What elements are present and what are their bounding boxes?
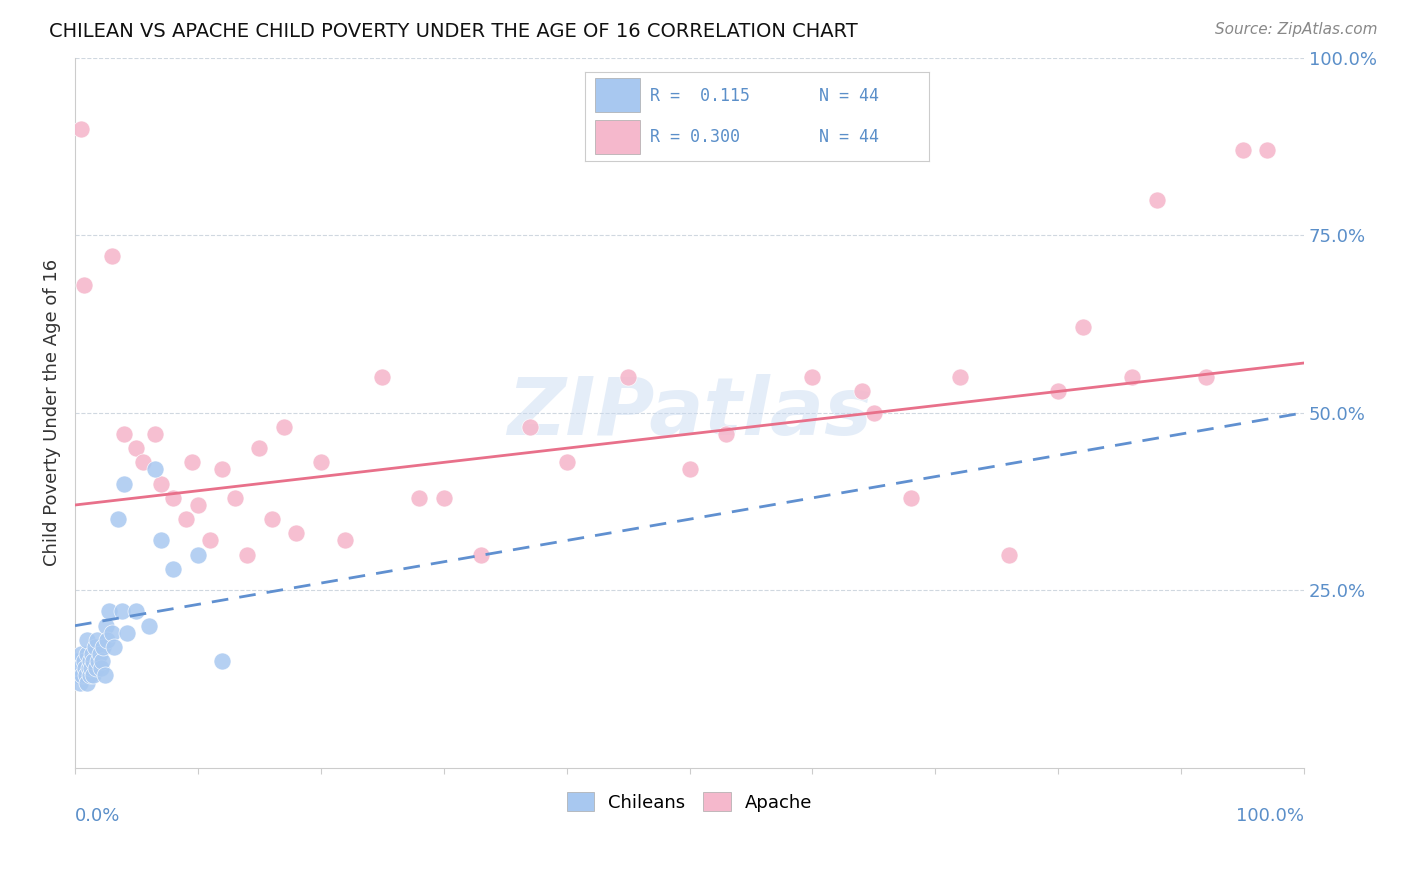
Point	[247, 441, 270, 455]
Point	[716, 427, 738, 442]
Point	[519, 420, 541, 434]
Point	[70, 121, 93, 136]
Point	[94, 618, 117, 632]
Point	[125, 441, 148, 455]
Point	[162, 491, 184, 505]
Text: Source: ZipAtlas.com: Source: ZipAtlas.com	[1215, 22, 1378, 37]
Point	[80, 661, 103, 675]
Text: ZIPatlas: ZIPatlas	[508, 374, 872, 451]
Point	[851, 384, 873, 399]
Point	[1071, 320, 1094, 334]
Point	[69, 675, 91, 690]
Point	[162, 562, 184, 576]
Point	[112, 476, 135, 491]
Point	[143, 427, 166, 442]
Text: 0.0%: 0.0%	[75, 806, 121, 825]
Point	[66, 668, 89, 682]
Point	[115, 625, 138, 640]
Point	[72, 654, 94, 668]
Point	[67, 661, 90, 675]
Point	[224, 491, 246, 505]
Point	[76, 647, 98, 661]
Point	[86, 632, 108, 647]
Point	[555, 455, 578, 469]
Point	[70, 647, 93, 661]
Point	[1146, 193, 1168, 207]
Point	[90, 661, 112, 675]
Point	[1195, 370, 1218, 384]
Point	[91, 640, 114, 654]
Point	[138, 618, 160, 632]
Point	[371, 370, 394, 384]
Point	[75, 668, 97, 682]
Point	[180, 455, 202, 469]
Point	[260, 512, 283, 526]
Point	[187, 498, 209, 512]
Point	[900, 491, 922, 505]
Point	[79, 668, 101, 682]
Point	[1121, 370, 1143, 384]
Point	[89, 647, 111, 661]
Point	[335, 533, 357, 548]
Point	[211, 462, 233, 476]
Point	[236, 548, 259, 562]
Point	[111, 605, 134, 619]
Point	[285, 526, 308, 541]
Point	[131, 455, 153, 469]
Point	[998, 548, 1021, 562]
Point	[863, 406, 886, 420]
Point	[96, 632, 118, 647]
Point	[143, 462, 166, 476]
Point	[73, 661, 96, 675]
Point	[107, 512, 129, 526]
Point	[83, 640, 105, 654]
Point	[98, 605, 121, 619]
Point	[678, 462, 700, 476]
Point	[949, 370, 972, 384]
Point	[150, 476, 173, 491]
Legend: Chileans, Apache: Chileans, Apache	[560, 785, 820, 819]
Point	[125, 605, 148, 619]
Point	[76, 675, 98, 690]
Point	[103, 640, 125, 654]
Y-axis label: Child Poverty Under the Age of 16: Child Poverty Under the Age of 16	[44, 260, 60, 566]
Point	[1232, 143, 1254, 157]
Point	[1047, 384, 1070, 399]
Point	[801, 370, 824, 384]
Point	[91, 654, 114, 668]
Point	[84, 661, 107, 675]
Point	[617, 370, 640, 384]
Point	[273, 420, 295, 434]
Point	[408, 491, 430, 505]
Point	[174, 512, 197, 526]
Point	[433, 491, 456, 505]
Point	[82, 654, 104, 668]
Point	[82, 668, 104, 682]
Point	[187, 548, 209, 562]
Point	[72, 668, 94, 682]
Point	[82, 647, 104, 661]
Point	[87, 654, 110, 668]
Point	[200, 533, 222, 548]
Point	[93, 668, 115, 682]
Point	[76, 632, 98, 647]
Point	[470, 548, 492, 562]
Point	[150, 533, 173, 548]
Point	[1256, 143, 1278, 157]
Point	[72, 277, 94, 292]
Point	[79, 654, 101, 668]
Text: CHILEAN VS APACHE CHILD POVERTY UNDER THE AGE OF 16 CORRELATION CHART: CHILEAN VS APACHE CHILD POVERTY UNDER TH…	[49, 22, 858, 41]
Point	[309, 455, 332, 469]
Point	[101, 625, 124, 640]
Point	[112, 427, 135, 442]
Text: 100.0%: 100.0%	[1236, 806, 1305, 825]
Point	[77, 661, 100, 675]
Point	[211, 654, 233, 668]
Point	[65, 654, 87, 668]
Point	[101, 250, 124, 264]
